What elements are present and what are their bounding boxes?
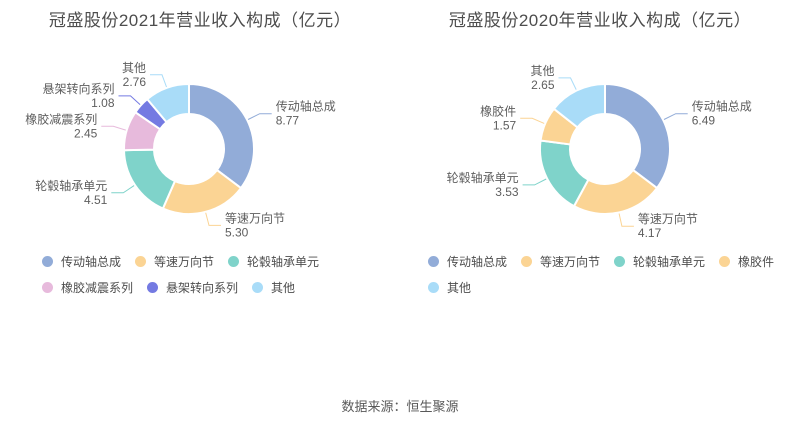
slice-label-name: 橡胶减震系列 (25, 111, 97, 126)
legend-dot (42, 282, 53, 293)
legend-dot (135, 256, 147, 267)
legend-dot (521, 256, 533, 267)
slice-label-value: 2.76 (123, 75, 147, 89)
legend-item-等速万向节[interactable]: 等速万向节 (521, 254, 600, 269)
legend-label: 其他 (447, 281, 472, 295)
chart-title-2020: 冠盛股份2020年营业收入构成（亿元） (448, 11, 752, 30)
slice-label-value: 2.65 (531, 78, 555, 92)
legend-item-其他[interactable]: 其他 (428, 280, 471, 295)
donut-slice-传动轴总成[interactable] (188, 83, 255, 190)
slice-label-name: 悬架转向系列 (42, 81, 114, 96)
legend-item-橡胶减震系列[interactable]: 橡胶减震系列 (42, 280, 133, 295)
chart-panel-2021: 冠盛股份2021年营业收入构成（亿元） 传动轴总成 8.77 等速万向节 5.30 轮毂… (0, 0, 400, 394)
legend-item-等速万向节[interactable]: 等速万向节 (135, 254, 214, 269)
label-line-橡胶减震系列 (101, 125, 126, 131)
legend-item-其他[interactable]: 其他 (252, 280, 295, 295)
slice-label-name: 等速万向节 (638, 211, 698, 226)
legend-dot (228, 256, 240, 267)
slice-label-value: 4.51 (84, 193, 108, 207)
chart-panel-2020: 冠盛股份2020年营业收入构成（亿元） 传动轴总成 6.49 等速万向节 4.17 轮毂… (400, 0, 800, 394)
legend-label: 轮毂轴承单元 (633, 255, 706, 269)
slice-label-value: 6.49 (692, 114, 716, 128)
legend-label: 悬架转向系列 (166, 281, 239, 295)
slice-label-value: 4.17 (638, 226, 662, 240)
label-line-等速万向节 (618, 213, 634, 227)
label-line-传动轴总成 (663, 113, 688, 120)
slice-label-name: 其他 (530, 64, 554, 78)
legend-label: 其他 (271, 281, 296, 295)
slice-label-name: 轮毂轴承单元 (447, 170, 519, 185)
slice-label-name: 等速万向节 (225, 210, 285, 225)
legend-label: 等速万向节 (540, 255, 601, 269)
label-line-传动轴总成 (247, 113, 272, 120)
label-line-轮毂轴承单元 (111, 185, 135, 194)
legend-dot (147, 282, 159, 293)
slice-label-value: 1.57 (493, 118, 517, 132)
legend-dot (719, 256, 731, 267)
legend-item-悬架转向系列[interactable]: 悬架转向系列 (147, 280, 238, 295)
label-line-橡胶件 (520, 117, 545, 124)
slice-label-name: 橡胶件 (480, 103, 516, 118)
legend-dot (428, 256, 439, 267)
slice-label-value: 2.45 (74, 126, 98, 140)
legend-2020: 传动轴总成 等速万向节 轮毂轴承单元 橡胶件其他 (428, 254, 800, 295)
legend-2021: 传动轴总成 等速万向节 轮毂轴承单元橡胶减震系列 悬架转向系列 其他 (42, 254, 374, 295)
label-line-悬架转向系列 (118, 95, 141, 105)
label-line-其他 (558, 77, 577, 90)
slice-label-value: 5.30 (225, 225, 249, 239)
slice-label-name: 传动轴总成 (276, 99, 336, 114)
legend-dot (614, 256, 626, 267)
legend-item-传动轴总成[interactable]: 传动轴总成 (428, 254, 507, 269)
legend-item-传动轴总成[interactable]: 传动轴总成 (42, 254, 121, 269)
slice-label-value: 3.53 (495, 185, 519, 199)
charts-row: 冠盛股份2021年营业收入构成（亿元） 传动轴总成 8.77 等速万向节 5.30 轮毂… (0, 0, 800, 394)
legend-item-橡胶件[interactable]: 橡胶件 (719, 254, 774, 269)
legend-label: 等速万向节 (154, 255, 215, 269)
slice-label-name: 轮毂轴承单元 (35, 178, 107, 193)
label-line-轮毂轴承单元 (522, 178, 547, 186)
chart-title-2021: 冠盛股份2021年营业收入构成（亿元） (48, 11, 352, 30)
legend-dot (252, 282, 264, 293)
slice-label-name: 其他 (122, 61, 146, 75)
label-line-等速万向节 (205, 212, 221, 226)
data-source: 数据来源：恒生聚源 (341, 399, 459, 414)
legend-label: 轮毂轴承单元 (247, 255, 320, 269)
donut-slice-其他[interactable] (146, 83, 190, 124)
legend-item-轮毂轴承单元[interactable]: 轮毂轴承单元 (614, 254, 705, 269)
legend-dot (428, 282, 439, 293)
legend-label: 传动轴总成 (447, 255, 508, 269)
legend-label: 橡胶件 (738, 255, 775, 269)
legend-label: 传动轴总成 (61, 255, 122, 269)
slice-label-value: 8.77 (276, 114, 300, 128)
label-line-其他 (150, 74, 167, 88)
slice-label-value: 1.08 (91, 96, 115, 110)
legend-item-轮毂轴承单元[interactable]: 轮毂轴承单元 (228, 254, 319, 269)
legend-dot (42, 256, 53, 267)
donut-slice-轮毂轴承单元[interactable] (123, 148, 176, 210)
donut-slice-传动轴总成[interactable] (604, 83, 671, 190)
donut-slice-其他[interactable] (552, 83, 606, 129)
legend-label: 橡胶减震系列 (61, 281, 134, 295)
slice-label-name: 传动轴总成 (692, 99, 752, 114)
